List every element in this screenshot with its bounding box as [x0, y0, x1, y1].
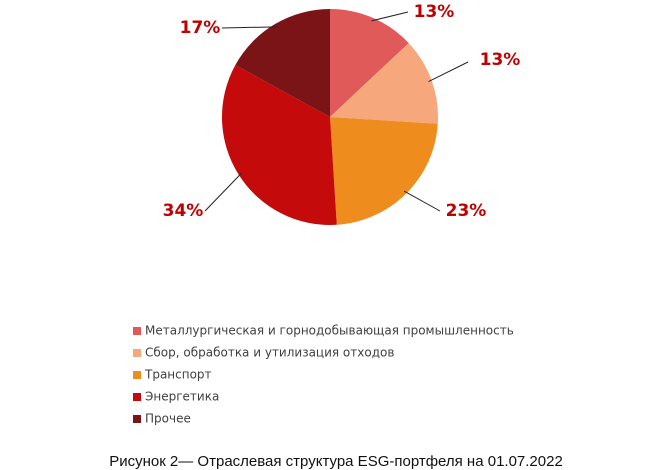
leader-line — [428, 61, 469, 82]
pie-slice — [235, 9, 330, 117]
caption: Рисунок 2— Отраслевая структура ESG-порт… — [109, 453, 563, 470]
value-label: 23% — [446, 201, 487, 221]
leader-line — [204, 172, 242, 212]
legend-swatch — [133, 349, 141, 357]
legend-swatch — [133, 327, 141, 335]
pie-slice — [330, 117, 438, 225]
legend-label: Сбор, обработка и утилизация отходов — [145, 346, 394, 360]
legend-swatch — [133, 371, 141, 379]
legend-label: Транспорт — [144, 368, 212, 382]
leader-line — [371, 11, 409, 22]
pie-slice — [222, 64, 337, 225]
value-label: 13% — [414, 2, 455, 22]
legend-label: Металлургическая и горнодобывающая промы… — [145, 324, 514, 338]
legend-label: Прочее — [145, 412, 191, 426]
value-label: 13% — [480, 50, 521, 70]
leader-line — [403, 190, 441, 212]
legend-swatch — [133, 415, 141, 423]
pie-slice — [330, 43, 439, 124]
leader-line — [221, 26, 277, 29]
legend-label: Энергетика — [145, 390, 219, 404]
value-label: 34% — [163, 201, 204, 221]
value-label: 17% — [180, 18, 221, 38]
legend-swatch — [133, 393, 141, 401]
pie-slice — [330, 9, 409, 117]
